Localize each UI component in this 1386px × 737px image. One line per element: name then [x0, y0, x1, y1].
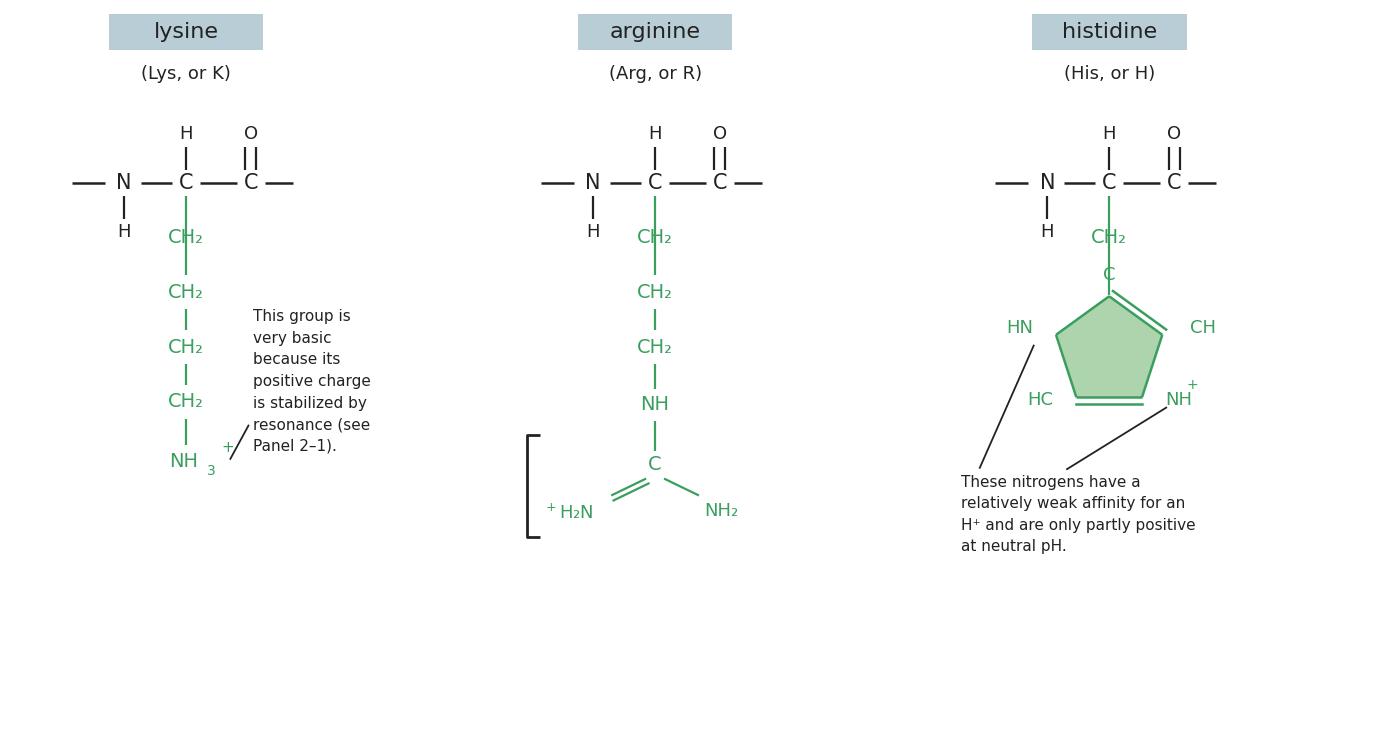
- Text: C: C: [1103, 266, 1116, 284]
- Text: O: O: [712, 125, 728, 143]
- Text: (Arg, or R): (Arg, or R): [608, 65, 701, 83]
- Text: arginine: arginine: [610, 22, 700, 42]
- Text: O: O: [244, 125, 258, 143]
- Text: CH₂: CH₂: [168, 228, 204, 247]
- Text: CH₂: CH₂: [638, 283, 674, 301]
- Text: These nitrogens have a
relatively weak affinity for an
H⁺ and are only partly po: These nitrogens have a relatively weak a…: [962, 475, 1196, 554]
- Text: H: H: [118, 223, 130, 240]
- Text: CH₂: CH₂: [638, 228, 674, 247]
- Text: C: C: [179, 172, 193, 192]
- FancyBboxPatch shape: [1031, 14, 1186, 50]
- Text: (Lys, or K): (Lys, or K): [141, 65, 231, 83]
- Text: CH₂: CH₂: [1091, 228, 1127, 247]
- Text: +: +: [222, 440, 234, 455]
- Text: NH₂: NH₂: [704, 503, 739, 520]
- Text: This group is
very basic
because its
positive charge
is stabilized by
resonance : This group is very basic because its pos…: [252, 310, 371, 454]
- Text: H: H: [649, 125, 663, 143]
- Text: (His, or H): (His, or H): [1063, 65, 1155, 83]
- Text: O: O: [1167, 125, 1181, 143]
- Text: HC: HC: [1027, 391, 1053, 409]
- Text: NH: NH: [1166, 391, 1192, 409]
- Text: lysine: lysine: [154, 22, 219, 42]
- Text: H: H: [1041, 223, 1053, 240]
- Text: N: N: [1040, 172, 1055, 192]
- Text: H: H: [1102, 125, 1116, 143]
- Text: N: N: [116, 172, 132, 192]
- Text: histidine: histidine: [1062, 22, 1157, 42]
- FancyBboxPatch shape: [578, 14, 732, 50]
- Text: H: H: [179, 125, 193, 143]
- Text: NH: NH: [169, 452, 198, 471]
- Text: C: C: [244, 172, 258, 192]
- Text: N: N: [585, 172, 602, 192]
- FancyBboxPatch shape: [108, 14, 263, 50]
- Text: HN: HN: [1006, 319, 1033, 337]
- Text: C: C: [647, 172, 663, 192]
- Text: +: +: [1186, 378, 1198, 392]
- Text: C: C: [712, 172, 728, 192]
- Text: CH₂: CH₂: [168, 283, 204, 301]
- Text: CH₂: CH₂: [168, 392, 204, 411]
- Text: CH₂: CH₂: [168, 338, 204, 357]
- Polygon shape: [1056, 296, 1163, 397]
- Text: CH₂: CH₂: [638, 338, 674, 357]
- Text: C: C: [1102, 172, 1116, 192]
- Text: 3: 3: [207, 464, 215, 478]
- Text: C: C: [1167, 172, 1181, 192]
- Text: CH: CH: [1191, 319, 1217, 337]
- Text: $^+$H₂N: $^+$H₂N: [542, 504, 593, 523]
- Text: H: H: [586, 223, 600, 240]
- Text: NH: NH: [640, 395, 669, 414]
- Text: C: C: [649, 455, 663, 474]
